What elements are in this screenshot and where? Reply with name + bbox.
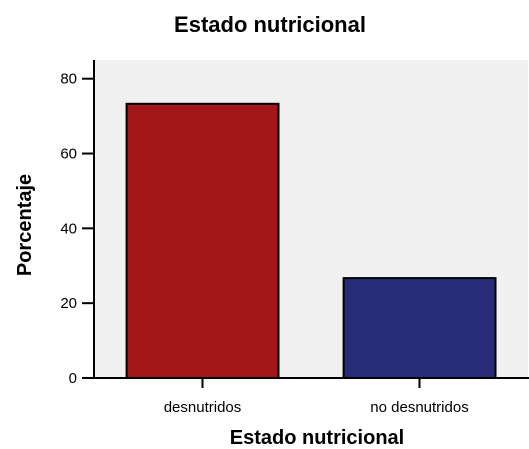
- y-tick-label: 80: [60, 71, 77, 88]
- y-axis-title: Porcentaje: [14, 174, 36, 276]
- y-tick-label: 60: [60, 146, 77, 163]
- y-axis: 0 20 40 60 80: [60, 60, 95, 387]
- y-tick-label: 0: [69, 370, 77, 387]
- x-tick-label: no desnutridos: [370, 399, 468, 416]
- bar-desnutridos: [125, 102, 280, 380]
- x-axis: desnutridos no desnutridos: [93, 377, 529, 416]
- x-axis-title: Estado nutricional: [230, 427, 404, 449]
- y-tick-label: 20: [60, 295, 77, 312]
- bar-no-desnutridos: [342, 277, 497, 380]
- x-tick-label: desnutridos: [164, 399, 242, 416]
- y-tick-label: 40: [60, 220, 77, 237]
- chart-title: Estado nutricional: [174, 12, 366, 37]
- bars-group: [125, 102, 497, 380]
